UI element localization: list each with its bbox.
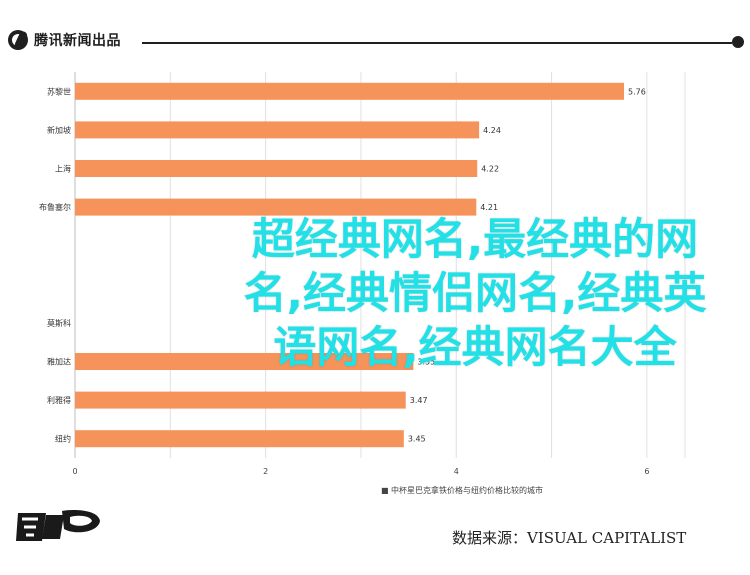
header-divider xyxy=(142,42,732,44)
bar-value-label: 4.22 xyxy=(481,165,499,174)
x-tick-label: 0 xyxy=(72,467,77,476)
bar xyxy=(75,198,477,216)
bar xyxy=(75,121,480,139)
header-dot xyxy=(732,36,744,48)
x-tick-labels: 0 2 4 6 xyxy=(72,467,649,476)
category-label: 纽约 xyxy=(55,434,71,444)
chart-bars xyxy=(75,82,624,448)
bar-value-label: 3.45 xyxy=(408,435,426,444)
x-tick-label: 2 xyxy=(263,467,268,476)
category-label: 苏黎世 xyxy=(47,86,71,96)
bar xyxy=(75,391,406,409)
category-label: 利雅得 xyxy=(47,395,71,405)
brand-logo: 腾讯新闻出品 xyxy=(8,30,121,50)
bar xyxy=(75,160,478,177)
x-axis-label: ■ 中杯星巴克拿铁价格与纽约价格比较的城市 xyxy=(381,485,543,495)
overlay-title: 超经典网名,最经典的网名,经典情侣网名,经典英语网名,经典网名大全 xyxy=(243,215,707,373)
data-source: 数据来源：VISUAL CAPITALIST xyxy=(452,529,687,547)
category-label: 莫斯科 xyxy=(47,318,71,328)
category-label: 雅加达 xyxy=(47,357,71,367)
bar-value-label: 5.76 xyxy=(628,87,646,96)
bar xyxy=(75,353,414,370)
category-label: 上海 xyxy=(55,164,71,174)
tencent-news-logo-icon xyxy=(8,30,28,50)
bar-value-label: 3.55 xyxy=(417,358,435,367)
brand-text: 腾讯新闻出品 xyxy=(34,33,121,49)
bar-value-label: 3.47 xyxy=(410,396,428,405)
bar xyxy=(75,82,624,100)
x-tick-label: 4 xyxy=(454,467,459,476)
bar-value-label: 4.21 xyxy=(480,203,498,212)
bar xyxy=(75,430,404,448)
header: 腾讯新闻出品 xyxy=(8,30,744,54)
bar-value-label: 4.24 xyxy=(483,126,501,135)
caijing-kanjian-logo xyxy=(16,510,100,541)
value-labels: 5.76 4.24 4.22 4.21 3.55 3.47 3.45 xyxy=(408,87,646,443)
x-tick-label: 6 xyxy=(644,467,649,476)
category-label: 布鲁塞尔 xyxy=(39,202,71,212)
category-label: 新加坡 xyxy=(47,125,71,135)
